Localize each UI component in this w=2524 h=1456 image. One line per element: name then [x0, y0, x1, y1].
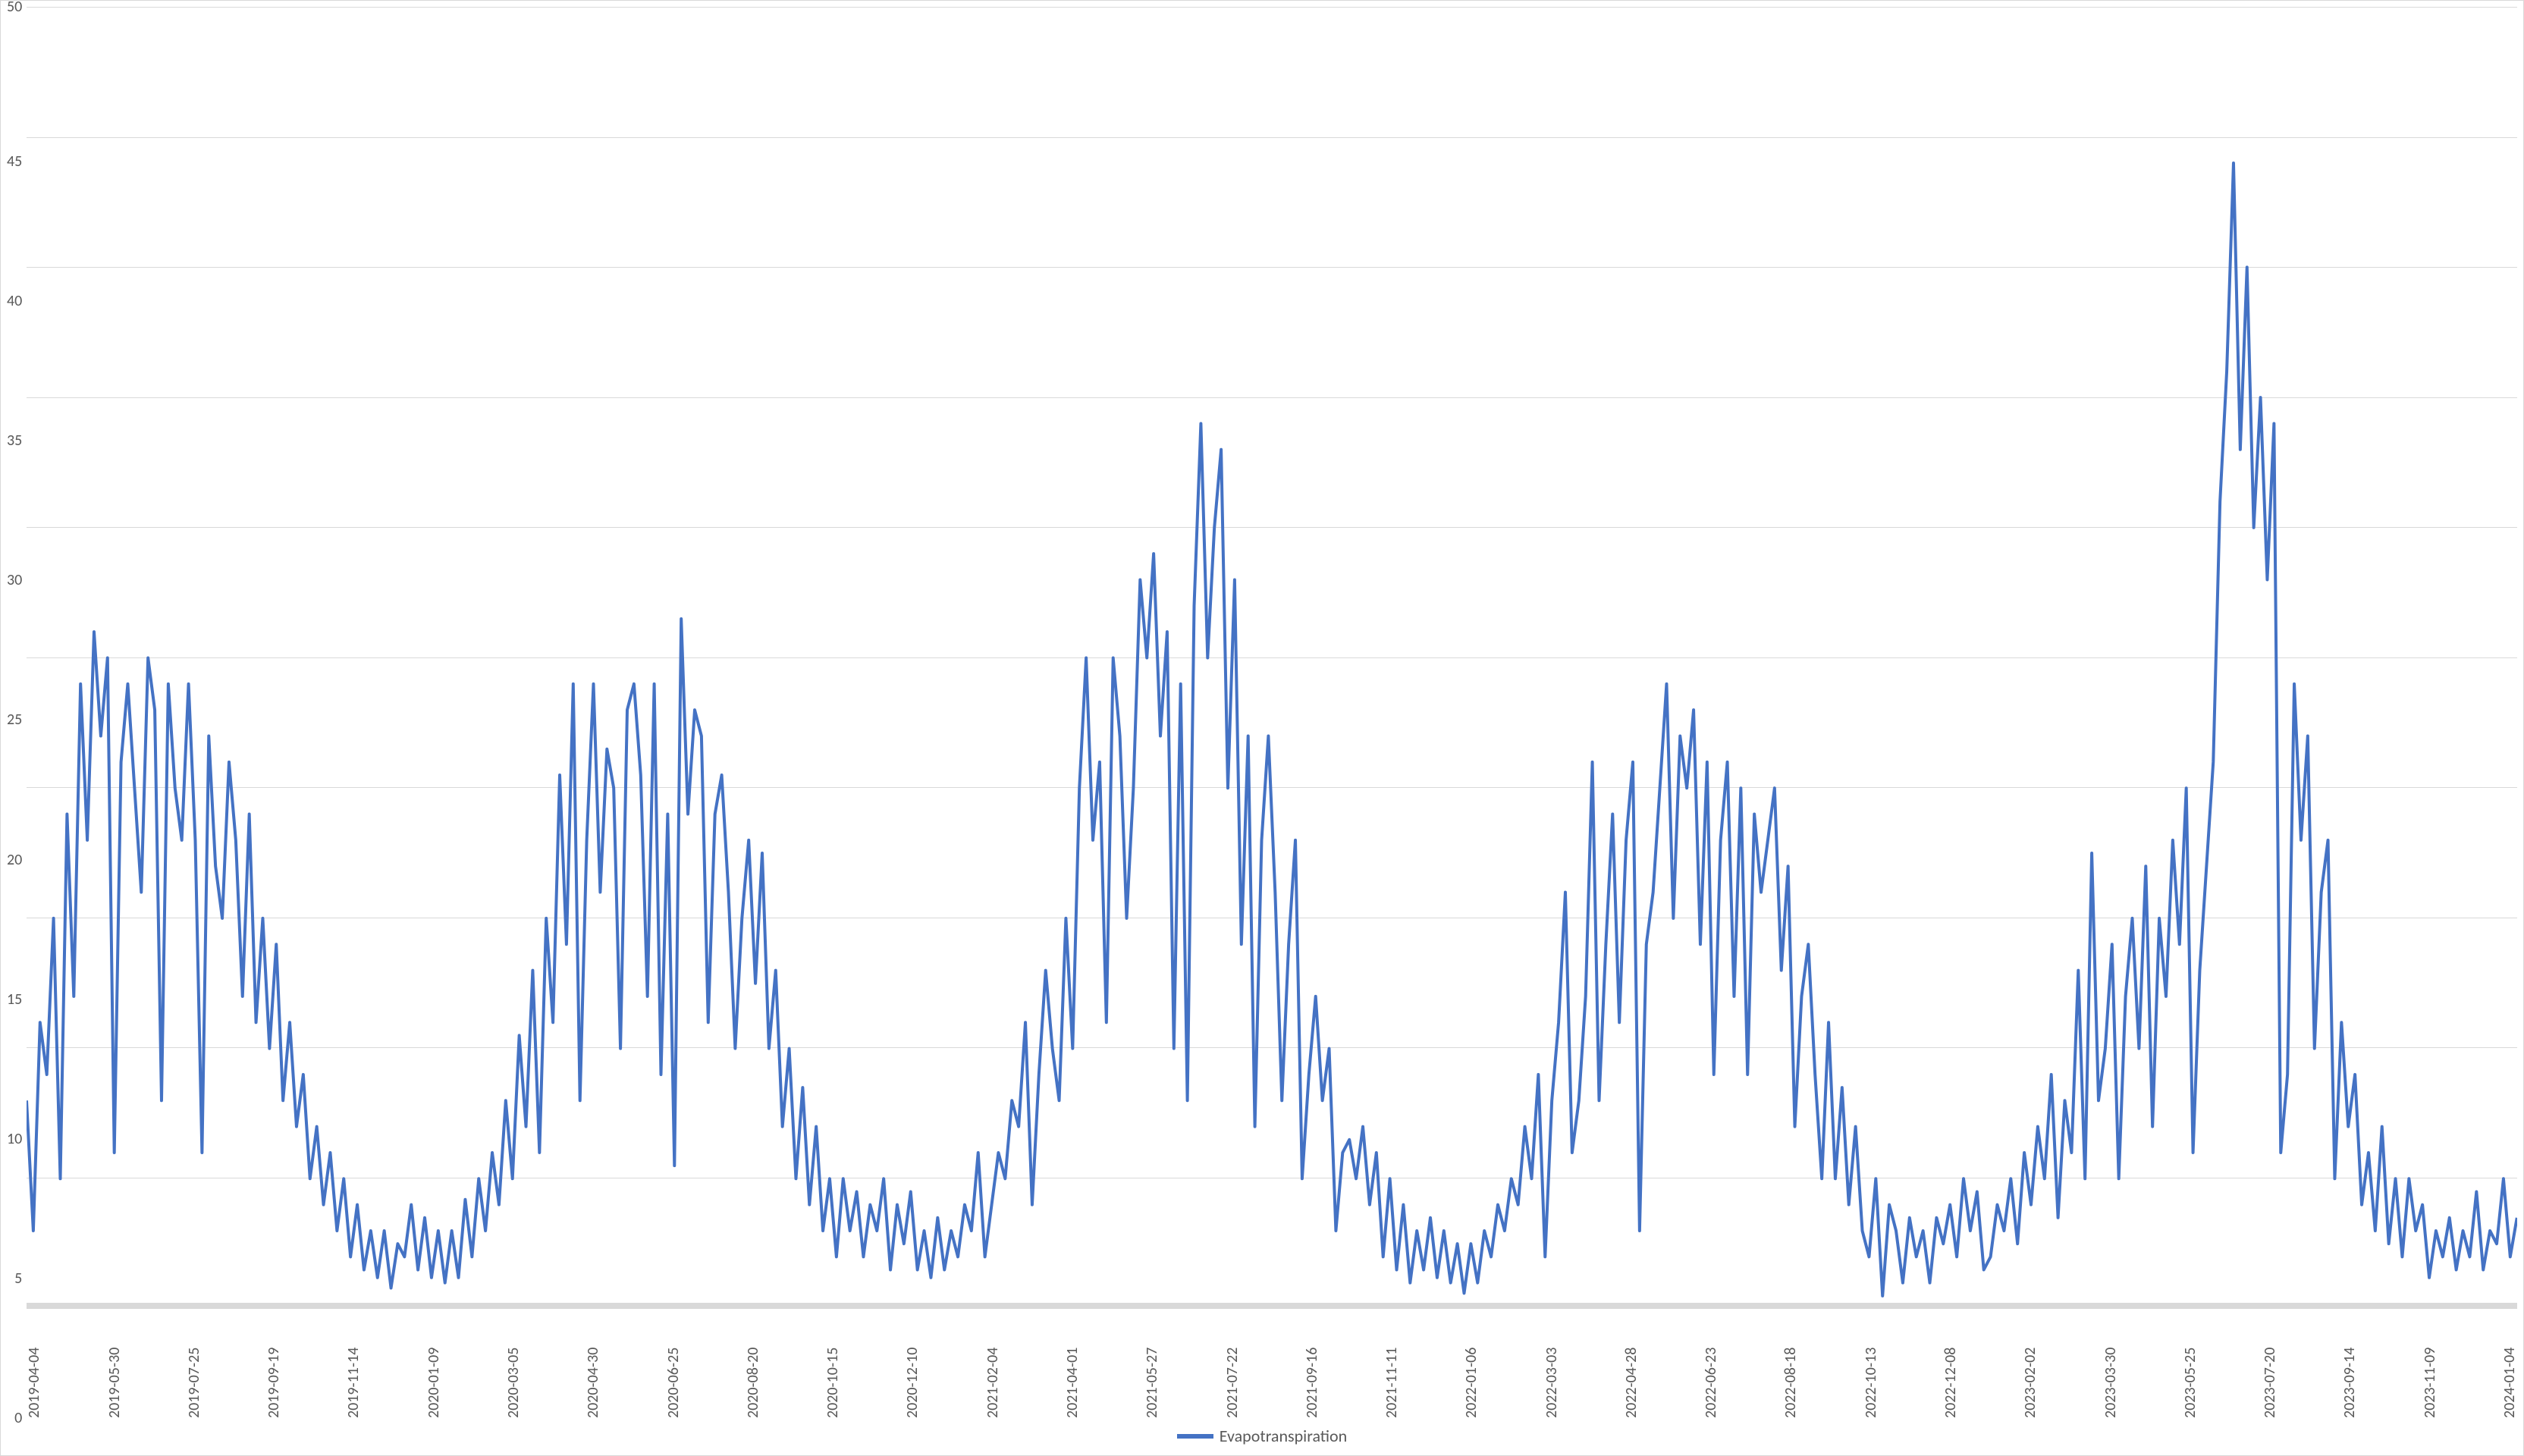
x-tick: 2020-10-15 — [825, 1312, 840, 1418]
x-tick: 2020-06-25 — [666, 1312, 681, 1418]
x-tick: 2019-04-04 — [27, 1312, 42, 1418]
x-tick: 2022-06-23 — [1703, 1312, 1719, 1418]
y-tick: 45 — [7, 154, 22, 169]
x-tick: 2021-11-11 — [1384, 1312, 1399, 1418]
x-tick: 2020-03-05 — [506, 1312, 521, 1418]
plot — [27, 7, 2517, 1309]
x-tick: 2020-08-20 — [746, 1312, 761, 1418]
x-tick: 2023-02-02 — [2023, 1312, 2038, 1418]
x-tick: 2020-12-10 — [905, 1312, 920, 1418]
x-tick: 2020-04-30 — [585, 1312, 601, 1418]
x-tick: 2019-11-14 — [346, 1312, 361, 1418]
x-tick: 2023-11-09 — [2422, 1312, 2438, 1418]
line-series — [27, 7, 2517, 1309]
y-tick: 5 — [14, 1271, 22, 1286]
x-tick: 2021-09-16 — [1304, 1312, 1320, 1418]
x-tick: 2022-03-03 — [1544, 1312, 1559, 1418]
plot-area: 50454035302520151050 2019-04-042019-05-3… — [7, 7, 2517, 1418]
x-tick: 2022-12-08 — [1943, 1312, 1958, 1418]
legend: Evapotranspiration — [7, 1418, 2517, 1449]
x-tick: 2021-07-22 — [1225, 1312, 1240, 1418]
x-tick: 2022-10-13 — [1863, 1312, 1879, 1418]
y-tick: 15 — [7, 992, 22, 1007]
x-tick: 2021-04-01 — [1065, 1312, 1080, 1418]
x-tick: 2023-07-20 — [2262, 1312, 2278, 1418]
x-tick: 2022-08-18 — [1783, 1312, 1798, 1418]
y-tick: 30 — [7, 573, 22, 588]
x-tick: 2023-09-14 — [2342, 1312, 2357, 1418]
x-tick: 2019-05-30 — [107, 1312, 122, 1418]
x-tick: 2021-05-27 — [1144, 1312, 1160, 1418]
x-tick: 2022-01-06 — [1464, 1312, 1479, 1418]
legend-label: Evapotranspiration — [1220, 1426, 1347, 1446]
legend-swatch — [1177, 1434, 1213, 1439]
x-tick: 2019-09-19 — [266, 1312, 281, 1418]
y-tick: 10 — [7, 1131, 22, 1147]
x-tick: 2023-03-30 — [2103, 1312, 2118, 1418]
y-tick: 35 — [7, 433, 22, 448]
x-tick: 2023-05-25 — [2183, 1312, 2198, 1418]
y-tick: 40 — [7, 293, 22, 309]
y-axis: 50454035302520151050 — [7, 7, 27, 1418]
x-tick: 2022-04-28 — [1624, 1312, 1639, 1418]
chart-container: 50454035302520151050 2019-04-042019-05-3… — [0, 0, 2524, 1456]
evapotranspiration-line — [27, 163, 2517, 1296]
y-tick: 25 — [7, 712, 22, 727]
x-tick: 2024-01-04 — [2502, 1312, 2517, 1418]
x-tick: 2021-02-04 — [985, 1312, 1000, 1418]
x-tick: 2019-07-25 — [187, 1312, 202, 1418]
y-tick: 20 — [7, 852, 22, 868]
x-axis: 2019-04-04 2019-05-30 2019-07-25 2019-09-19… — [27, 1309, 2517, 1418]
x-tick: 2020-01-09 — [426, 1312, 441, 1418]
y-tick: 0 — [14, 1410, 22, 1426]
y-tick: 50 — [7, 0, 22, 14]
